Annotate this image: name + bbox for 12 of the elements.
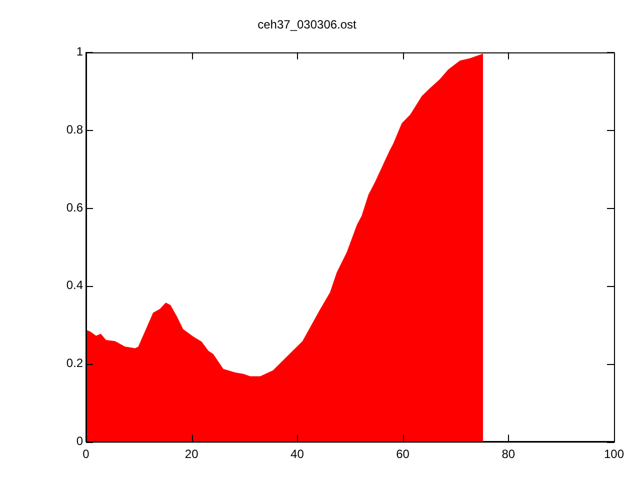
- x-tick-label: 20: [184, 447, 199, 462]
- chart-title: ceh37_030306.ost: [258, 18, 358, 32]
- y-tick-label: 0.8: [66, 122, 84, 137]
- x-tick-label: 80: [502, 447, 516, 462]
- x-tick-label: 40: [290, 447, 304, 462]
- y-tick-label: 0.6: [66, 200, 84, 214]
- y-tick-label: 0: [76, 434, 84, 448]
- y-tick-label: 0.2: [66, 356, 84, 370]
- y-tick-label: 0.4: [66, 278, 84, 292]
- y-tick-label: 1: [76, 44, 84, 59]
- x-tick-label: 60: [396, 447, 410, 462]
- x-tick-label: 100: [604, 447, 624, 462]
